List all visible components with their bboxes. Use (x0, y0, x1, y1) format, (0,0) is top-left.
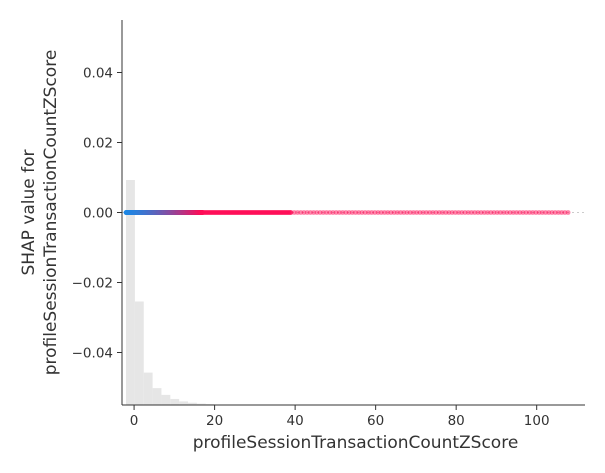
y-tick-label: 0.04 (83, 66, 113, 82)
histogram-bar (188, 402, 197, 405)
x-tick-label: 20 (206, 413, 223, 429)
histogram-bar (126, 180, 135, 405)
x-axis-label: profileSessionTransactionCountZScore (193, 433, 519, 453)
y-tick-label: 0.00 (83, 206, 113, 222)
y-tick-label: −0.02 (72, 276, 113, 292)
histogram-bar (134, 301, 144, 405)
y-axis-ticks: −0.04 −0.02 0.00 0.02 0.04 (72, 66, 122, 362)
histogram-bar (143, 372, 153, 405)
y-axis-label-line2: profileSessionTransactionCountZScore (41, 50, 61, 376)
histogram-bar (152, 388, 162, 405)
histogram-bar (170, 398, 180, 405)
x-tick-label: 80 (448, 413, 465, 429)
y-axis-label-line1: SHAP value for (19, 149, 39, 275)
x-tick-label: 0 (130, 413, 139, 429)
histogram-bar (179, 401, 189, 405)
y-tick-label: −0.04 (72, 346, 113, 362)
x-tick-label: 40 (287, 413, 304, 429)
histogram-bar (161, 394, 171, 405)
x-axis-ticks: 0 20 40 60 80 100 (130, 405, 550, 429)
y-tick-label: 0.02 (83, 136, 113, 152)
x-tick-label: 60 (367, 413, 384, 429)
scatter-point (565, 210, 571, 215)
scatter-points (123, 210, 571, 215)
x-tick-label: 100 (524, 413, 550, 429)
histogram-bar (196, 403, 206, 405)
